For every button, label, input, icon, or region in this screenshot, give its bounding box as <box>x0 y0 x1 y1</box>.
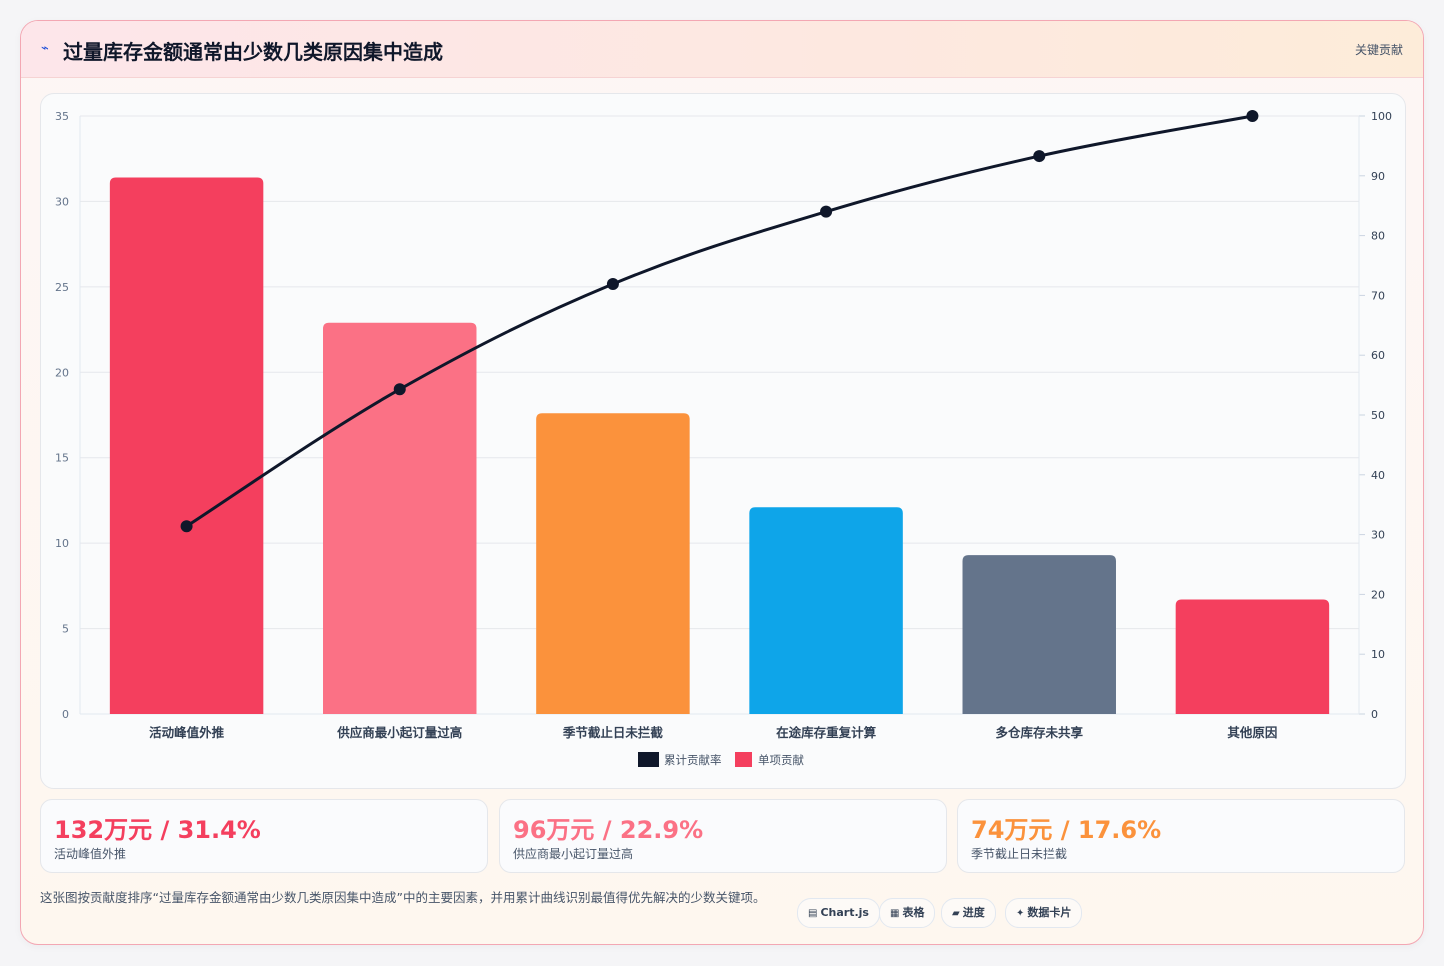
bar-3 <box>536 413 690 714</box>
y-right-tick-label: 100 <box>1371 110 1392 123</box>
bar-5 <box>962 555 1116 714</box>
y-left-tick-label: 15 <box>55 452 69 465</box>
y-right-tick-label: 10 <box>1371 648 1385 661</box>
y-right-tick-label: 0 <box>1371 708 1378 721</box>
trend-icon: ⌁ <box>41 41 49 56</box>
stat-label: 供应商最小起订量过高 <box>513 847 634 861</box>
stat-label: 季节截止日未拦截 <box>971 847 1068 861</box>
sparkle-icon: ✦ <box>1016 908 1025 919</box>
y-right-tick-label: 60 <box>1371 349 1385 362</box>
y-right-tick-label: 20 <box>1371 588 1385 601</box>
legend-swatch-bar <box>735 752 752 767</box>
y-left-tick-label: 35 <box>55 110 69 123</box>
cumulative-line <box>185 114 1253 528</box>
legend-label: 累计贡献率 <box>664 753 722 767</box>
y-right-tick-label: 50 <box>1371 409 1385 422</box>
y-right-tick-label: 40 <box>1371 469 1385 482</box>
bar-4 <box>749 507 903 714</box>
stat-label: 活动峰值外推 <box>54 847 127 861</box>
y-left-tick-label: 20 <box>55 366 69 379</box>
chip-data-card[interactable]: ✦ 数据卡片 <box>1005 898 1083 928</box>
stat-value: 132万元 / 31.4% <box>54 816 261 844</box>
chart-icon: ▤ <box>808 908 818 919</box>
chip-label: 数据卡片 <box>1027 906 1072 919</box>
x-tick-label: 多仓库存未共享 <box>995 725 1083 740</box>
cumulative-point-6 <box>1246 110 1259 122</box>
stat-card-1: 132万元 / 31.4% 活动峰值外推 <box>40 799 488 873</box>
chart-description: 这张图按贡献度排序“过量库存金额通常由少数几类原因集中造成”中的主要因素，并用累… <box>40 890 766 905</box>
y-right-tick-label: 30 <box>1371 529 1385 542</box>
stat-value: 96万元 / 22.9% <box>513 816 704 844</box>
chip-chartjs[interactable]: ▤ Chart.js <box>797 898 880 928</box>
chart-card: ⌁ 过量库存金额通常由少数几类原因集中造成 关键贡献 0 5 10 15 20 25 30 3… <box>20 20 1424 945</box>
table-icon: ▦ <box>890 908 900 919</box>
chart-panel: 0 5 10 15 20 25 30 35 0 10 20 30 40 50 60 70 80 90 100 活动峰值… <box>40 93 1406 789</box>
chip-table[interactable]: ▦ 表格 <box>879 898 936 928</box>
x-tick-label: 其他原因 <box>1227 725 1277 740</box>
y-right-tick-label: 70 <box>1371 289 1385 302</box>
y-left-tick-label: 0 <box>62 708 69 721</box>
stat-card-3: 74万元 / 17.6% 季节截止日未拦截 <box>957 799 1405 873</box>
cumulative-point-5 <box>1033 150 1046 163</box>
chip-label: 表格 <box>902 906 925 919</box>
card-header: ⌁ 过量库存金额通常由少数几类原因集中造成 关键贡献 <box>21 21 1423 78</box>
header-tag: 关键贡献 <box>1354 43 1403 57</box>
bar-1 <box>109 177 264 715</box>
legend-label: 单项贡献 <box>758 753 804 767</box>
x-tick-label: 活动峰值外推 <box>149 725 225 740</box>
bar-2 <box>323 322 477 714</box>
bar-6 <box>1175 599 1330 714</box>
cumulative-point-2 <box>393 383 406 396</box>
y-right-tick-label: 90 <box>1371 170 1385 183</box>
stat-card-2: 96万元 / 22.9% 供应商最小起订量过高 <box>499 799 947 873</box>
x-tick-label: 供应商最小起订量过高 <box>336 725 462 740</box>
page-title: 过量库存金额通常由少数几类原因集中造成 <box>63 40 443 64</box>
y-left-tick-label: 10 <box>55 537 69 550</box>
x-tick-label: 季节截止日未拦截 <box>562 725 664 740</box>
y-right-tick-label: 80 <box>1371 230 1385 243</box>
chip-label: 进度 <box>962 906 985 919</box>
legend-swatch-line <box>638 752 659 767</box>
cumulative-point-1 <box>180 520 193 533</box>
y-left-tick-label: 30 <box>55 195 69 208</box>
chip-progress[interactable]: ▰ 进度 <box>941 898 996 928</box>
pareto-chart: 0 5 10 15 20 25 30 35 0 10 20 30 40 50 60 70 80 90 100 活动峰值… <box>55 110 1392 767</box>
progress-icon: ▰ <box>952 908 960 919</box>
x-tick-label: 在途库存重复计算 <box>776 725 877 740</box>
y-left-tick-label: 25 <box>55 281 69 294</box>
cumulative-point-4 <box>820 205 833 218</box>
y-left-tick-label: 5 <box>62 623 69 636</box>
stat-value: 74万元 / 17.6% <box>971 816 1162 844</box>
chip-label: Chart.js <box>820 906 869 919</box>
cumulative-point-3 <box>606 278 619 291</box>
